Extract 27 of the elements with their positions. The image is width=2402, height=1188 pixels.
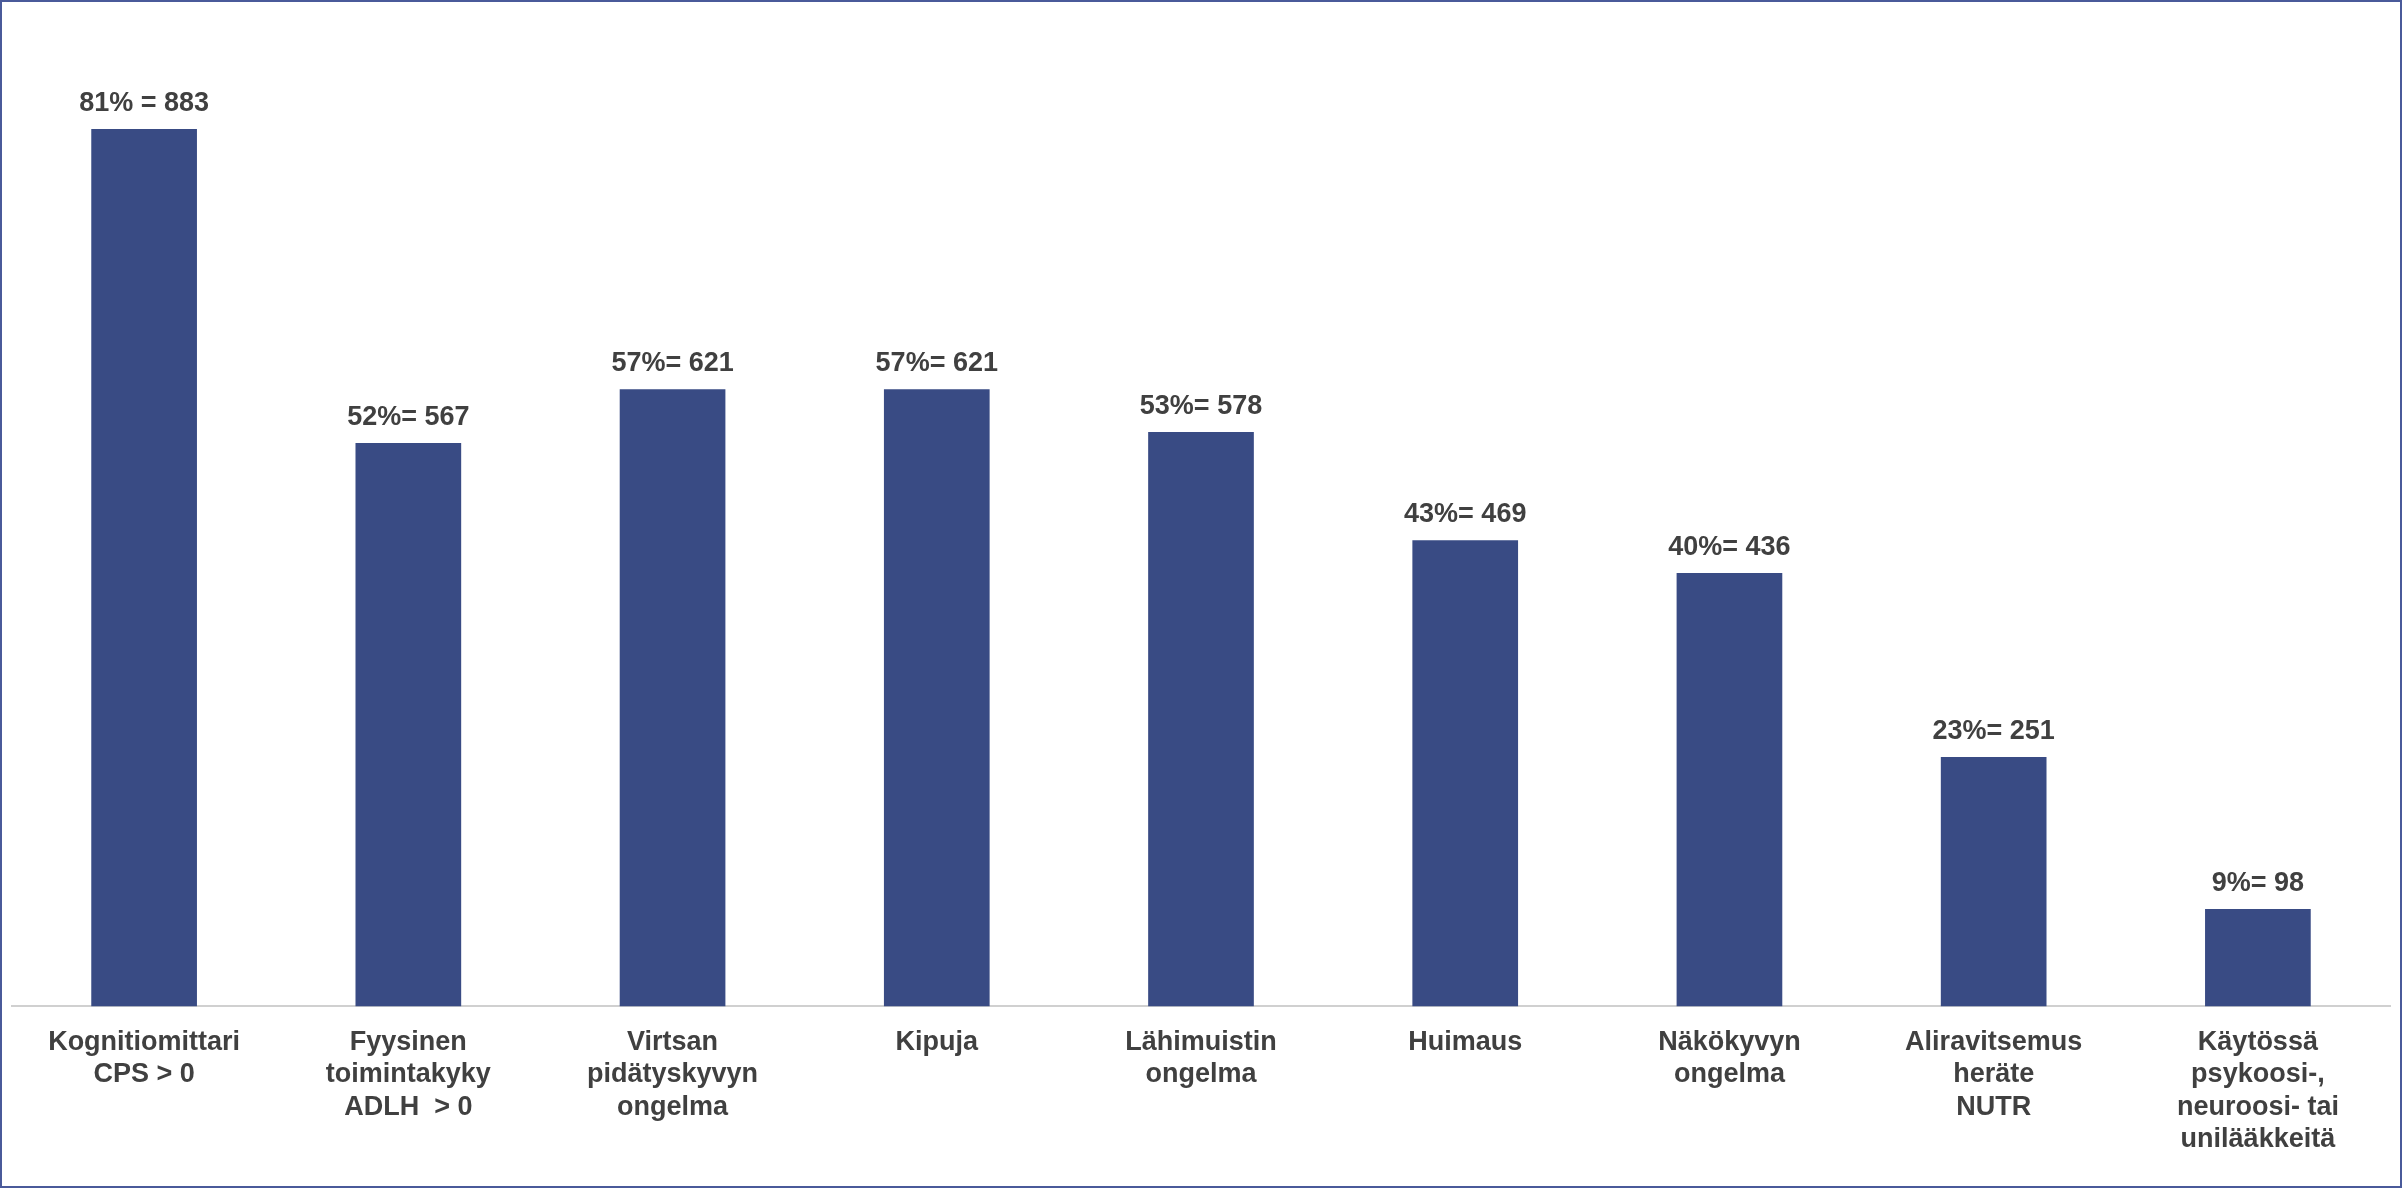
x-tick-label: Huimaus: [1408, 1026, 1523, 1057]
bar: [1148, 432, 1254, 1007]
data-label: 40%= 436: [1668, 531, 1791, 562]
bar: [883, 389, 990, 1007]
data-label: 81% = 883: [79, 86, 210, 117]
data-label: 9%= 98: [2211, 866, 2305, 897]
data-label: 57%= 621: [875, 347, 998, 378]
x-tick-label: Aliravitsemus heräte NUTR: [1905, 1026, 2083, 1121]
data-label: 23%= 251: [1932, 714, 2055, 745]
data-label: 43%= 469: [1404, 498, 1527, 529]
data-label: 52%= 567: [347, 400, 470, 431]
bar: [1940, 756, 2047, 1007]
x-tick-label: Näkökyvyn ongelma: [1658, 1026, 1801, 1089]
bar: [2205, 909, 2311, 1007]
x-tick-label: Kipuja: [895, 1026, 980, 1057]
data-label: 57%= 621: [611, 347, 734, 378]
bar: [619, 389, 726, 1007]
data-label: 53%= 578: [1139, 389, 1263, 420]
x-tick-label: Käytössä psykoosi-, neuroosi- tai unilääkkeitä: [2176, 1026, 2339, 1154]
x-tick-label: Fyysinen toimintakyky ADLH > 0: [325, 1026, 491, 1121]
x-tick-label: Virtsan pidätyskyvyn ongelma: [587, 1026, 759, 1121]
x-tick-label: Kognitiomittari CPS > 0: [48, 1026, 241, 1089]
bar: [1412, 540, 1519, 1007]
x-tick-label: Lähimuistin ongelma: [1125, 1026, 1277, 1089]
bar: [355, 442, 462, 1007]
bar: [91, 128, 197, 1007]
bar: [1676, 573, 1783, 1007]
